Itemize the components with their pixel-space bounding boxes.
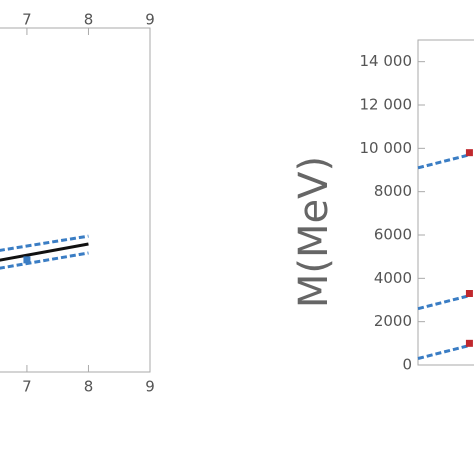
y-tick-label: 6000: [374, 226, 412, 244]
y-tick-label: 8000: [374, 182, 412, 200]
y-tick-label: 0: [402, 356, 412, 374]
marker: [465, 339, 473, 347]
y-tick-label: 2000: [374, 312, 412, 330]
x-tick-label-top: 9: [145, 11, 155, 29]
series-line: [417, 294, 470, 311]
y-tick-label: 10 000: [360, 139, 413, 157]
x-tick-label-top: 7: [22, 11, 32, 29]
marker: [465, 290, 473, 297]
x-tick-label: 8: [84, 378, 94, 396]
series-line: [0, 234, 89, 252]
marker: [465, 149, 473, 157]
series-line: [417, 344, 470, 360]
y-tick-label: 14 000: [360, 52, 413, 70]
y-tick-label: 12 000: [360, 96, 413, 114]
y-axis-label: M(MeV): [291, 156, 337, 308]
x-tick-label-top: 8: [84, 11, 94, 29]
x-tick-label: 7: [22, 378, 32, 396]
right-frame: [417, 39, 474, 366]
marker: [23, 256, 31, 264]
series-line: [0, 251, 89, 270]
y-tick-label: 4000: [374, 269, 412, 287]
series-line: [0, 242, 89, 262]
left-frame: [0, 27, 151, 373]
series-line: [417, 153, 470, 170]
x-tick-label: 9: [145, 378, 155, 396]
